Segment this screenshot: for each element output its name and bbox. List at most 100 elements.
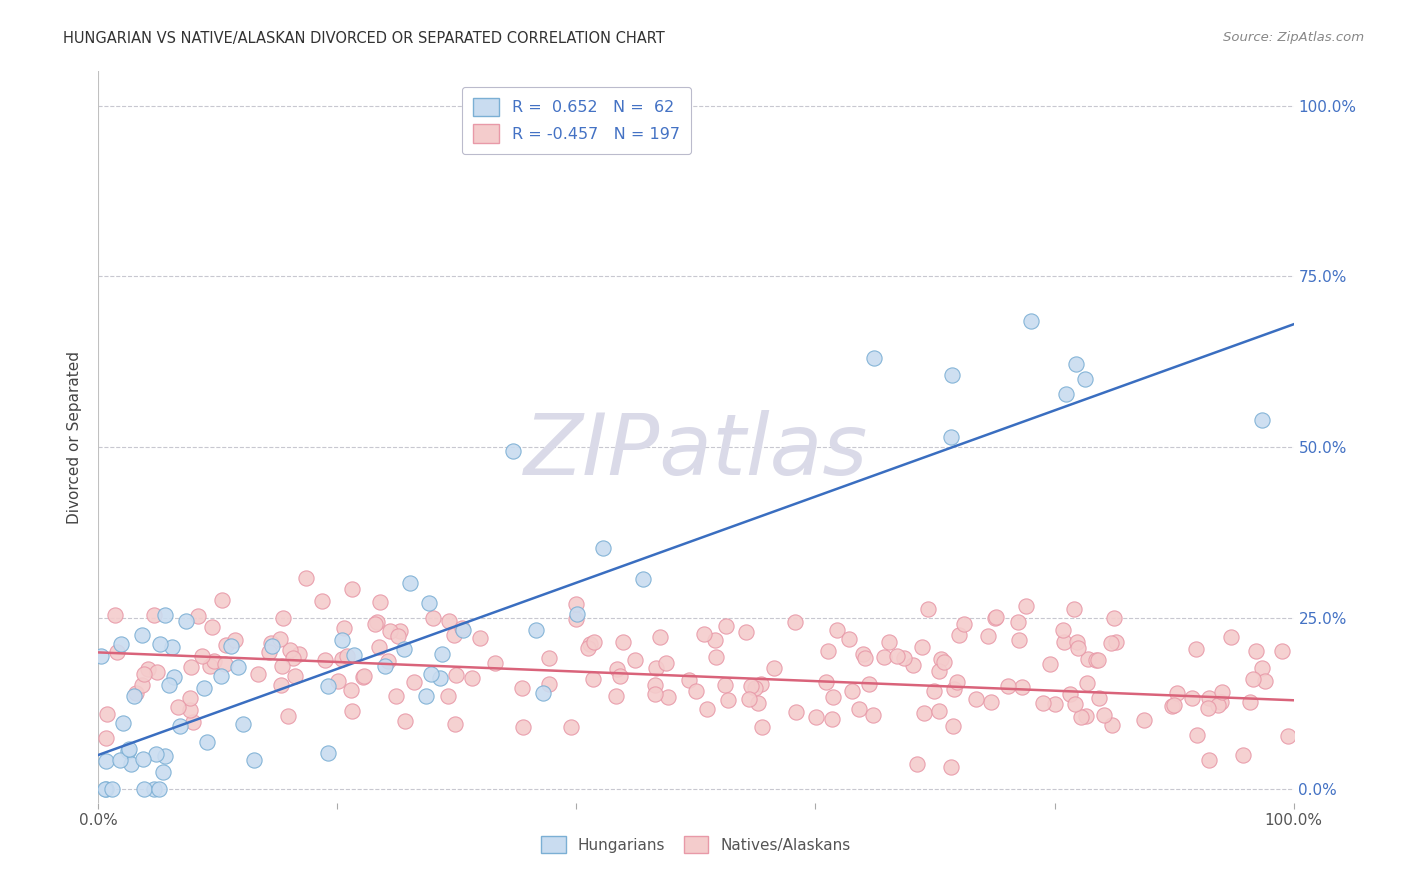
Point (749, 677, 772, 691)
Point (946, 674, 969, 689)
Point (948, 628, 970, 642)
Point (502, 444, 524, 458)
Point (986, 610, 1008, 624)
Point (336, 649, 359, 664)
Point (592, 541, 614, 555)
Point (606, 662, 628, 676)
Text: ZIPatlas: ZIPatlas (524, 410, 868, 493)
Point (1232, 748, 1254, 763)
Point (744, 681, 766, 695)
Point (132, 752, 155, 766)
Point (1271, 644, 1294, 658)
Point (340, 582, 363, 596)
Text: HUNGARIAN VS NATIVE/ALASKAN DIVORCED OR SEPARATED CORRELATION CHART: HUNGARIAN VS NATIVE/ALASKAN DIVORCED OR … (63, 31, 665, 46)
Point (740, 679, 762, 693)
Point (1039, 657, 1062, 672)
Point (893, 650, 915, 665)
Point (94, 754, 117, 768)
Point (377, 654, 399, 668)
Point (118, 742, 141, 756)
Point (1166, 686, 1188, 700)
Point (180, 659, 202, 673)
Point (110, 754, 132, 768)
Point (1063, 602, 1085, 616)
Point (538, 677, 561, 691)
Point (94, 782, 117, 797)
Point (1052, 623, 1074, 637)
Point (437, 614, 460, 628)
Point (332, 633, 354, 648)
Point (1008, 633, 1031, 648)
Point (257, 645, 280, 659)
Point (763, 660, 786, 674)
Point (167, 699, 190, 714)
Point (912, 706, 935, 720)
Point (984, 611, 1007, 625)
Point (1209, 695, 1232, 709)
Point (157, 678, 180, 692)
Point (340, 704, 363, 718)
Point (1101, 717, 1123, 731)
Point (101, 782, 124, 797)
Point (209, 669, 232, 683)
Point (125, 685, 148, 699)
Point (174, 614, 197, 628)
Point (131, 628, 153, 642)
Point (1104, 611, 1126, 625)
Point (785, 705, 807, 719)
Point (1070, 710, 1092, 724)
Point (333, 622, 356, 636)
Point (1244, 644, 1267, 658)
Point (162, 640, 184, 654)
Point (1206, 698, 1229, 712)
Point (939, 760, 962, 774)
Point (538, 651, 561, 665)
Point (444, 668, 467, 682)
Point (270, 677, 292, 691)
Point (104, 608, 127, 623)
Point (1187, 728, 1209, 742)
Point (678, 673, 700, 688)
Point (1099, 636, 1122, 650)
Point (512, 720, 534, 734)
Point (271, 658, 294, 673)
Point (246, 667, 269, 681)
Point (366, 615, 388, 630)
Point (134, 782, 156, 797)
Point (624, 653, 647, 667)
Point (169, 719, 191, 733)
Point (717, 693, 740, 707)
Point (146, 665, 169, 679)
Point (295, 572, 318, 586)
Point (389, 624, 412, 639)
Point (328, 674, 350, 689)
Point (131, 677, 153, 691)
Point (364, 617, 387, 632)
Point (1064, 357, 1087, 371)
Point (932, 655, 955, 669)
Point (277, 709, 299, 723)
Point (343, 648, 366, 663)
Point (714, 678, 737, 692)
Point (224, 633, 246, 648)
Point (785, 615, 807, 629)
Point (153, 749, 176, 764)
Point (901, 658, 924, 673)
Point (942, 719, 965, 733)
Point (1211, 684, 1233, 698)
Point (852, 647, 875, 661)
Point (524, 623, 547, 637)
Point (1241, 672, 1264, 686)
Point (271, 611, 294, 625)
Point (394, 641, 416, 656)
Point (1077, 651, 1099, 665)
Point (394, 714, 416, 728)
Point (90, 648, 112, 663)
Point (1105, 634, 1128, 648)
Point (1066, 635, 1088, 649)
Point (1074, 372, 1097, 386)
Point (685, 683, 707, 698)
Point (1251, 661, 1274, 675)
Point (1254, 674, 1277, 689)
Point (215, 638, 238, 652)
